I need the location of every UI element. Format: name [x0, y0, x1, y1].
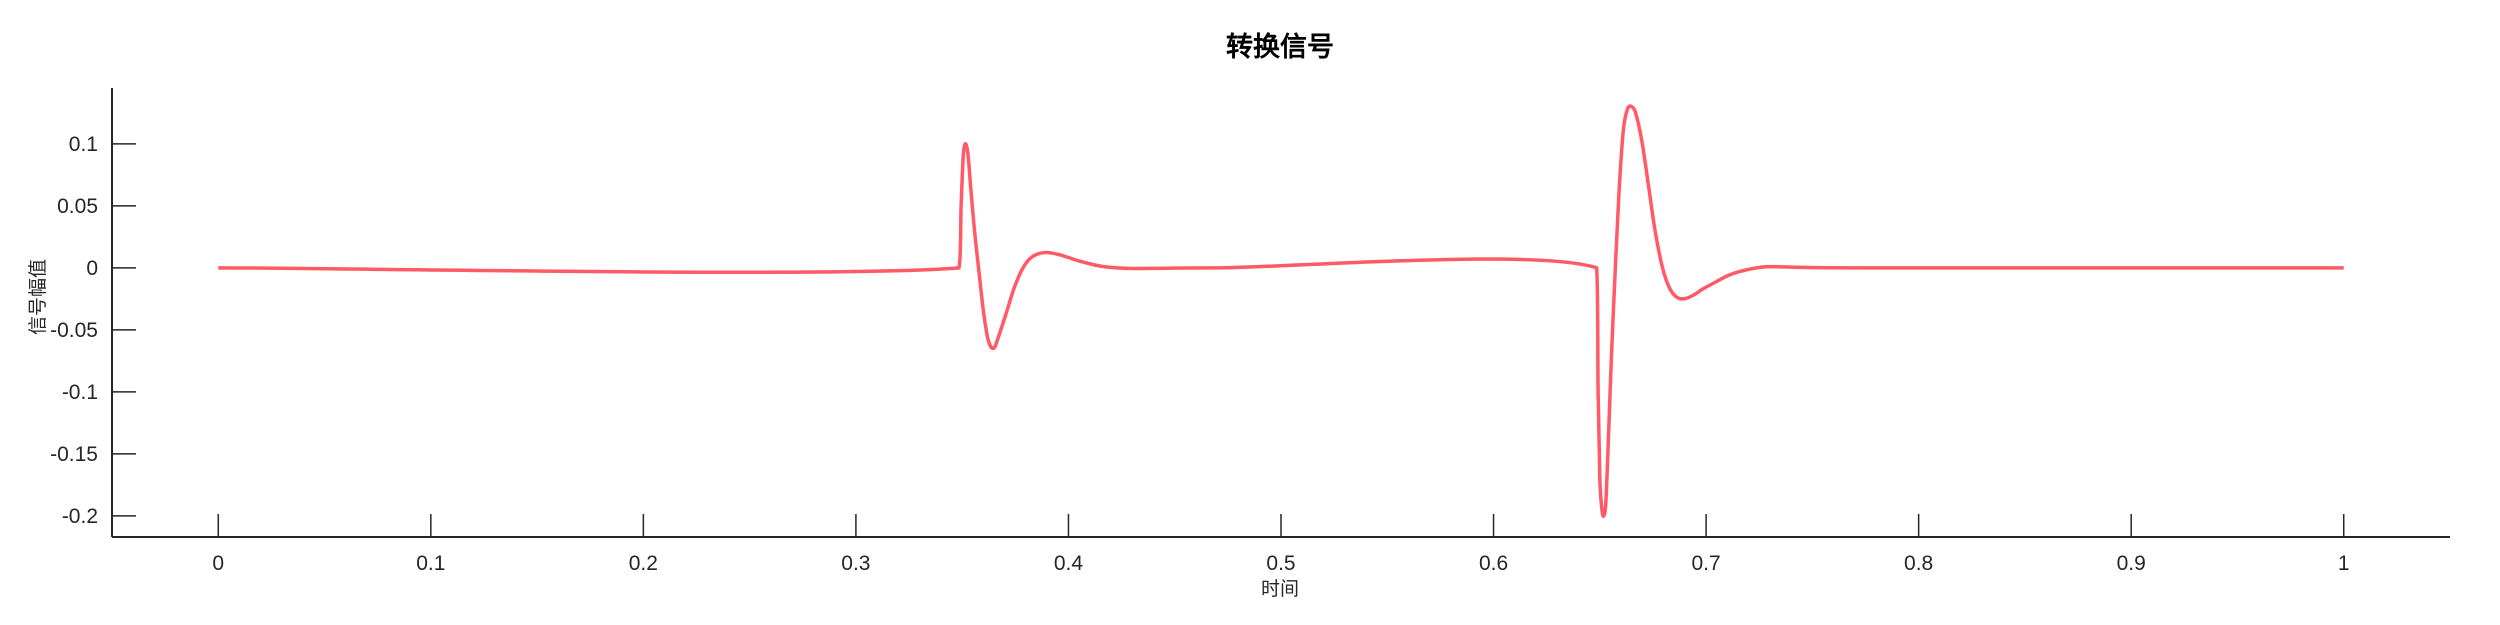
signal-line [218, 104, 2344, 518]
x-tick-label: 0.6 [1479, 552, 1508, 575]
x-tick-label: 0.3 [841, 552, 870, 575]
x-tick-label: 0.2 [629, 552, 658, 575]
x-tick-label: 0.7 [1691, 552, 1720, 575]
axes: 0 0.1 0.2 0.3 0.4 0.5 0.6 0.7 0.8 0.9 1 0.1 0.05 0 -0.… [50, 88, 2450, 575]
x-tick-label: 0.8 [1904, 552, 1933, 575]
x-tick-label: 0.1 [416, 552, 445, 575]
chart-title: 转换信号 [1226, 32, 1334, 63]
y-tick-label: 0.1 [69, 133, 98, 156]
x-tick-label: 0.5 [1266, 552, 1295, 575]
x-tick-label: 0.4 [1054, 552, 1084, 575]
y-tick-label: -0.15 [50, 443, 98, 466]
y-tick-label: 0 [86, 257, 98, 280]
x-tick-label: 1 [2338, 552, 2350, 575]
y-axis-label: 信号幅值 [27, 259, 49, 335]
x-tick-label: 0.9 [2117, 552, 2146, 575]
y-tick-label: 0.05 [57, 195, 98, 218]
y-tick-label: -0.1 [62, 381, 98, 404]
x-tick-label: 0 [212, 552, 224, 575]
series-group [218, 104, 2344, 518]
y-tick-label: -0.2 [62, 505, 98, 528]
y-tick-label: -0.05 [50, 319, 98, 342]
x-axis-label: 时间 [1261, 578, 1299, 600]
